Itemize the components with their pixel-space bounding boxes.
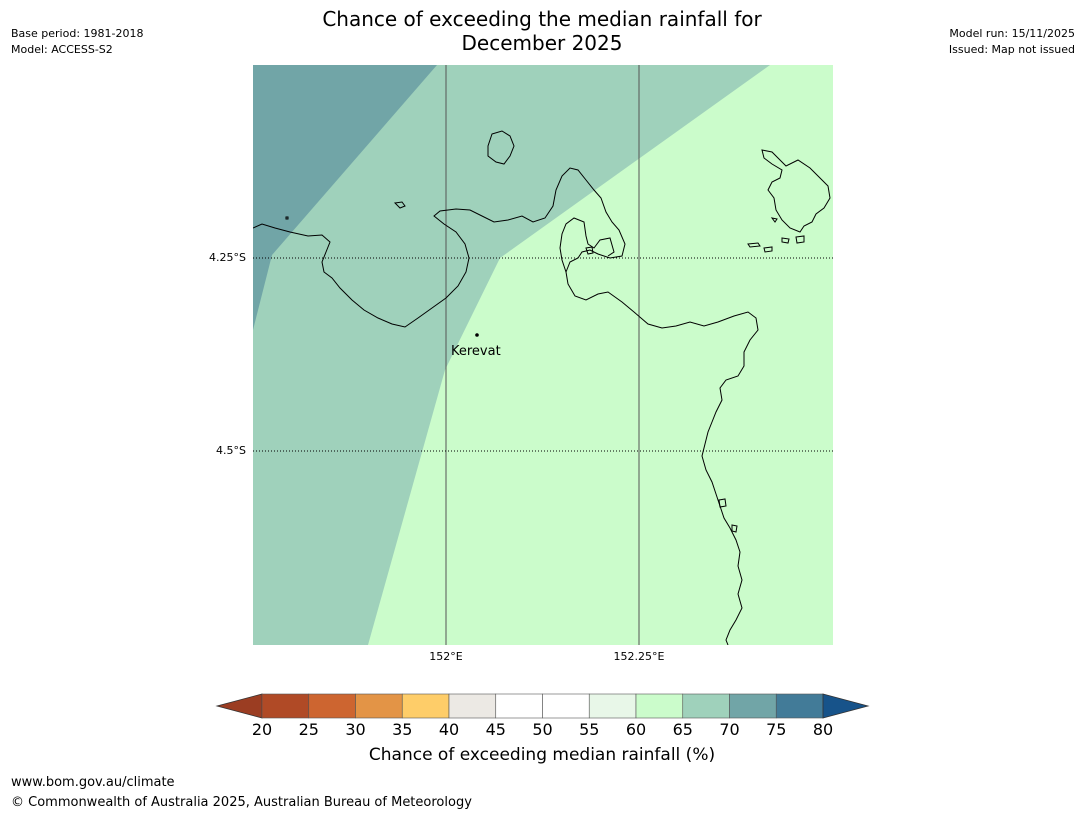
colorbar-tick-label: 80 bbox=[812, 720, 834, 739]
map-area: Kerevat bbox=[253, 65, 833, 645]
footer-url: www.bom.gov.au/climate bbox=[11, 775, 175, 790]
colorbar-segment bbox=[448, 693, 497, 719]
islet-east-2 bbox=[763, 246, 773, 253]
meta-left: Base period: 1981-2018 Model: ACCESS-S2 bbox=[11, 26, 143, 58]
lon-label-152: 152°E bbox=[429, 650, 463, 663]
colorbar-tick-label: 30 bbox=[345, 720, 366, 739]
colorbar-segment bbox=[542, 693, 590, 719]
colorbar-segment bbox=[775, 693, 824, 719]
map-title: Chance of exceeding the median rainfall … bbox=[242, 7, 842, 55]
model-name: Model: ACCESS-S2 bbox=[11, 43, 113, 56]
islet-dot bbox=[285, 216, 289, 220]
colorbar-segment bbox=[682, 693, 730, 719]
colorbar-under-arrow bbox=[215, 693, 263, 719]
island-group-east bbox=[761, 149, 831, 233]
colorbar-label: Chance of exceeding median rainfall (%) bbox=[368, 745, 716, 765]
colorbar-segment bbox=[635, 693, 684, 719]
model-run: Model run: 15/11/2025 bbox=[949, 27, 1075, 40]
island-north bbox=[487, 130, 515, 165]
islet-bay bbox=[585, 246, 594, 255]
colorbar-segment bbox=[355, 693, 403, 719]
band-65-70 bbox=[253, 65, 770, 645]
colorbar-tick-label: 35 bbox=[392, 720, 413, 739]
islet-coast-1 bbox=[718, 498, 727, 508]
title-line-2: December 2025 bbox=[461, 31, 623, 55]
islet-coast-2 bbox=[731, 524, 738, 533]
islet-east-4 bbox=[795, 235, 805, 244]
footer-copyright: © Commonwealth of Australia 2025, Austra… bbox=[11, 795, 472, 810]
colorbar-tick-label: 70 bbox=[719, 720, 740, 739]
colorbar-segment bbox=[588, 693, 637, 719]
colorbar-tick-label: 55 bbox=[579, 720, 600, 739]
kerevat-marker bbox=[475, 333, 479, 337]
colorbar-segment bbox=[308, 693, 356, 719]
base-period: Base period: 1981-2018 bbox=[11, 27, 144, 40]
colorbar-tick-label: 20 bbox=[251, 720, 273, 739]
colorbar-tick-label: 65 bbox=[672, 720, 693, 739]
colorbar-over-arrow bbox=[822, 693, 870, 719]
lon-label-152-25: 152.25°E bbox=[613, 650, 665, 663]
colorbar-segment bbox=[495, 693, 543, 719]
lat-label-4-5: 4.5°S bbox=[216, 444, 246, 457]
colorbar-tick-label: 60 bbox=[625, 720, 647, 739]
title-line-1: Chance of exceeding the median rainfall … bbox=[322, 7, 762, 31]
band-70-75 bbox=[253, 65, 437, 330]
meta-right: Model run: 15/11/2025 Issued: Map not is… bbox=[949, 26, 1075, 58]
colorbar-segment bbox=[401, 693, 450, 719]
colorbar-segment bbox=[261, 693, 310, 719]
colorbar-tick-label: 75 bbox=[766, 720, 787, 739]
colorbar-tick-label: 25 bbox=[298, 720, 319, 739]
coastline-main bbox=[253, 167, 759, 645]
colorbar-tick-label: 45 bbox=[485, 720, 506, 739]
colorbar-tick-label: 50 bbox=[532, 720, 553, 739]
kerevat-label: Kerevat bbox=[451, 344, 501, 359]
islet-east-3 bbox=[781, 237, 790, 244]
lat-label-4-25: 4.25°S bbox=[209, 251, 246, 264]
islet-east-1 bbox=[747, 242, 761, 248]
colorbar-segment bbox=[729, 693, 777, 719]
colorbar bbox=[215, 693, 870, 719]
coastline-inner-bay bbox=[559, 217, 615, 273]
islet-small bbox=[393, 201, 406, 209]
colorbar-tick-label: 40 bbox=[438, 720, 460, 739]
issued-status: Issued: Map not issued bbox=[948, 43, 1075, 56]
islet-east-5 bbox=[770, 217, 778, 223]
